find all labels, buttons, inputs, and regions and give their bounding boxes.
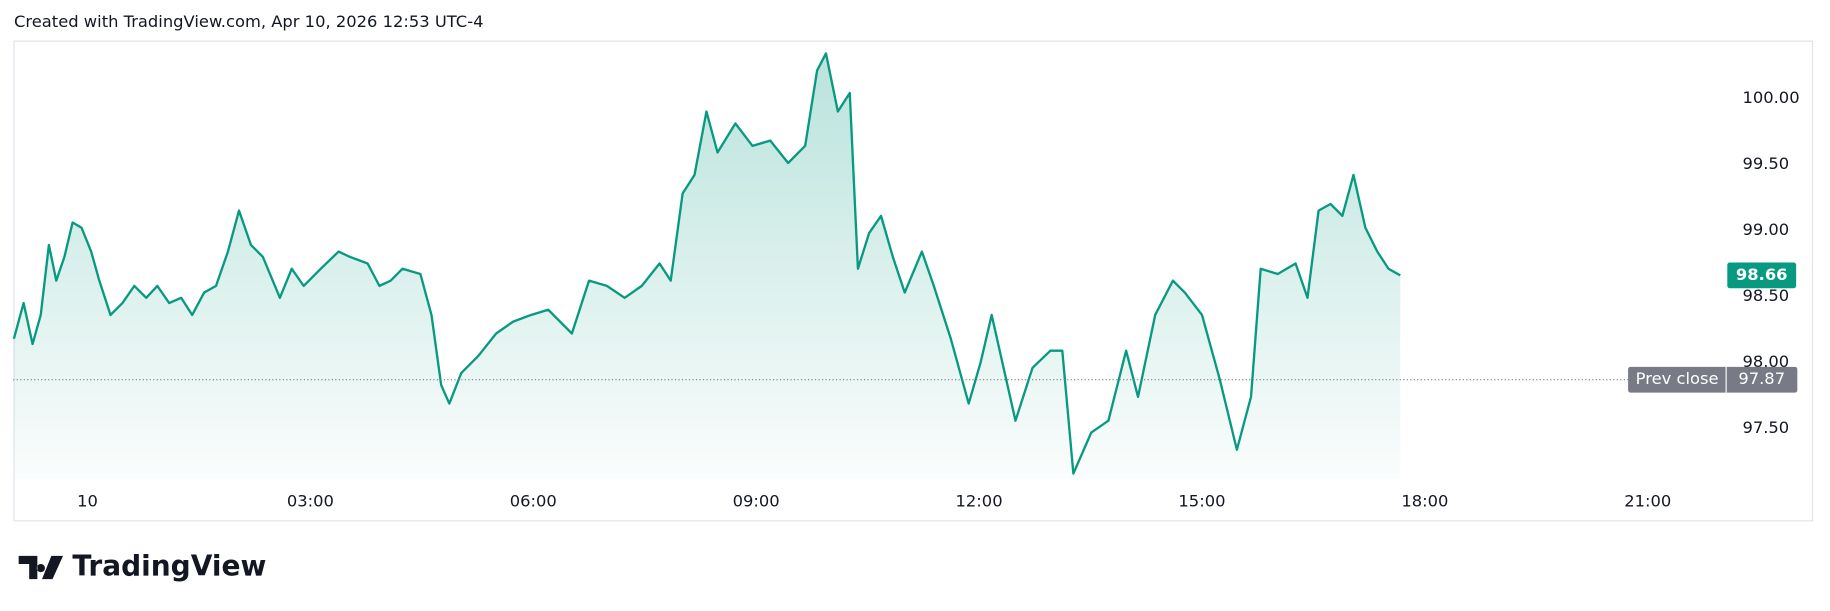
y-tick-label: 98.00 [1742,352,1789,371]
y-tick-label: 97.50 [1742,418,1789,437]
header-text: Created with TradingView.com, Apr 10, 20… [14,12,483,31]
y-tick-label: 98.50 [1742,286,1789,305]
chart-frame [13,40,1814,522]
x-tick-label: 18:00 [1401,492,1448,511]
prev-close-value: 97.87 [1738,369,1785,388]
x-tick-label: 21:00 [1624,492,1671,511]
price-line [12,52,1401,475]
logo: TradingView [18,550,266,583]
y-tick-label: 99.00 [1742,220,1789,239]
x-tick-label: 15:00 [1178,492,1225,511]
x-tick-label: 09:00 [733,492,780,511]
prev-close-tag [1628,366,1798,393]
price-area [13,53,1401,479]
x-tick-label: 06:00 [510,492,557,511]
x-tick-label: 12:00 [956,492,1003,511]
y-tick-label: 100.00 [1742,88,1799,107]
x-tick-label: 03:00 [287,492,334,511]
x-tick-label: 10 [77,492,98,511]
prev-close-label: Prev close [1636,369,1719,388]
last-price-label: 98.66 [1736,265,1788,284]
y-tick-label: 99.50 [1742,154,1789,173]
plot: 97.50 98.00 98.50 99.00 99.50 100.00 10 03:00 06… [12,52,1800,511]
last-price-tag [1727,262,1797,289]
logo-mark [18,555,64,580]
logo-text: TradingView [72,550,266,583]
